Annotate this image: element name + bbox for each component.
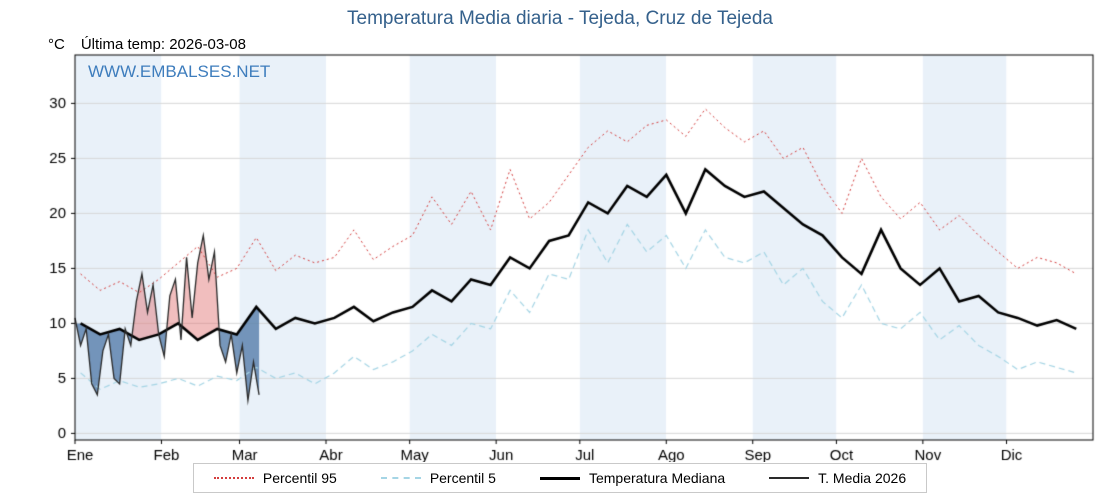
watermark: WWW.EMBALSES.NET — [88, 62, 271, 81]
legend-label: Temperatura Mediana — [588, 470, 726, 486]
legend-label: T. Media 2026 — [818, 470, 907, 486]
legend-item-percentil-5: Percentil 5 — [380, 470, 496, 486]
legend-item-media-2026: T. Media 2026 — [769, 470, 906, 486]
mediana-line-swatch — [539, 476, 580, 480]
temperature-chart — [0, 0, 1120, 462]
media-2026-line-swatch — [769, 477, 810, 479]
percentil-5-line-swatch — [380, 477, 421, 479]
percentil-95-line-swatch — [213, 477, 254, 479]
legend-label: Percentil 5 — [429, 470, 496, 486]
legend-item-percentil-95: Percentil 95 — [213, 470, 337, 486]
legend: Percentil 95 Percentil 5 Temperatura Med… — [0, 463, 1120, 493]
legend-box: Percentil 95 Percentil 5 Temperatura Med… — [192, 463, 928, 493]
legend-item-mediana: Temperatura Mediana — [539, 470, 726, 486]
legend-label: Percentil 95 — [262, 470, 337, 486]
